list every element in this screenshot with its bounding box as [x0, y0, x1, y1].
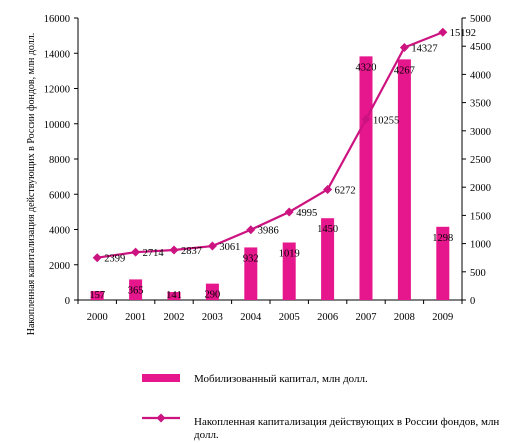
- right-tick-label: 0: [470, 296, 475, 307]
- bar-value-label: 1019: [279, 249, 300, 260]
- bar-value-label: 141: [166, 290, 182, 301]
- line-marker: [438, 27, 448, 37]
- x-tick-label: 2003: [202, 312, 223, 323]
- right-tick-label: 5000: [470, 14, 491, 25]
- line-marker: [323, 184, 333, 194]
- line-value-label: 2837: [181, 246, 202, 257]
- x-tick-label: 2008: [394, 312, 415, 323]
- line-marker: [92, 253, 102, 263]
- bar-value-label: 4267: [394, 65, 415, 76]
- x-tick-label: 2004: [240, 312, 262, 323]
- x-tick-label: 2006: [317, 312, 338, 323]
- bar: [90, 291, 104, 300]
- bar-labels: 157 365 141 290 932 1019 1450 4320 4267 1298: [89, 62, 453, 301]
- line-marker: [169, 245, 179, 255]
- right-tick-label: 2000: [470, 183, 491, 194]
- x-tick-label: 2002: [164, 312, 185, 323]
- bar-value-label: 157: [89, 290, 105, 301]
- left-tick-label: 4000: [49, 226, 70, 237]
- line-value-label: 10255: [373, 115, 399, 126]
- bar: [244, 247, 258, 300]
- bar: [129, 279, 143, 300]
- legend-line-marker: [156, 413, 166, 423]
- bar-value-label: 365: [128, 285, 144, 296]
- bar-value-label: 1450: [317, 224, 338, 235]
- line-marker: [131, 247, 141, 257]
- line-value-label: 2714: [143, 248, 165, 259]
- line-value-label: 15192: [450, 28, 476, 39]
- line-value-label: 3986: [258, 226, 279, 237]
- x-tick-label: 2005: [279, 312, 300, 323]
- x-tick-label: 2001: [125, 312, 146, 323]
- axes: 0 2000 4000 6000 8000 10000 12000 14000 16000 0 50…: [44, 14, 491, 323]
- line-marker: [246, 225, 256, 235]
- y-axis-title: Накопленная капитализация действующих в …: [26, 33, 37, 336]
- line-marker: [399, 42, 409, 52]
- left-tick-label: 16000: [44, 14, 70, 25]
- line-value-label: 14327: [411, 43, 437, 54]
- left-tick-label: 14000: [44, 49, 70, 60]
- bar-value-label: 4320: [356, 62, 377, 73]
- line-value-label: 2399: [104, 254, 125, 265]
- legend-bar-swatch: [142, 374, 180, 382]
- line-labels: 2399 2714 2837 3061 3986 4995 6272 10255 14327 15…: [104, 28, 476, 264]
- bar: [282, 242, 296, 300]
- line-path: [97, 31, 444, 259]
- bar: [205, 283, 219, 300]
- y-axis-label: Накопленная капитализация действующих в …: [26, 33, 37, 336]
- legend-line-label: Накопленная капитализация действующих в …: [194, 416, 499, 441]
- bar: [321, 218, 335, 300]
- bar: [397, 59, 411, 300]
- left-tick-label: 2000: [49, 261, 70, 272]
- bar: [436, 226, 450, 300]
- right-tick-label: 4500: [470, 42, 491, 53]
- line-marker: [361, 114, 371, 124]
- right-tick-label: 2500: [470, 155, 491, 166]
- legend-bar-label: Мобилизованный капитал, млн долл.: [194, 373, 368, 385]
- right-tick-label: 1500: [470, 211, 491, 222]
- right-tick-label: 500: [470, 268, 486, 279]
- right-tick-label: 3500: [470, 99, 491, 110]
- x-tick-label: 2007: [356, 312, 377, 323]
- left-tick-label: 0: [65, 296, 70, 307]
- bar-value-label: 290: [205, 290, 221, 301]
- bar: [359, 56, 373, 300]
- line-marker: [207, 241, 217, 251]
- left-tick-label: 10000: [44, 120, 70, 131]
- bars: [90, 56, 450, 300]
- right-tick-label: 1000: [470, 240, 491, 251]
- left-tick-label: 8000: [49, 155, 70, 166]
- right-tick-label: 4000: [470, 70, 491, 81]
- x-tick-label: 2000: [87, 312, 108, 323]
- line-value-label: 3061: [219, 242, 240, 253]
- line-value-label: 6272: [335, 185, 356, 196]
- line-marker: [284, 207, 294, 217]
- line-value-label: 4995: [296, 208, 317, 219]
- line-series: [92, 27, 448, 263]
- x-tick-label: 2009: [432, 312, 453, 323]
- right-tick-label: 3000: [470, 127, 491, 138]
- bar: [167, 292, 181, 300]
- legend: Мобилизованный капитал, млн долл. Накопле…: [142, 373, 499, 441]
- bar-value-label: 932: [243, 253, 259, 264]
- bar-value-label: 1298: [432, 233, 453, 244]
- left-tick-label: 12000: [44, 85, 70, 96]
- left-tick-label: 6000: [49, 190, 70, 201]
